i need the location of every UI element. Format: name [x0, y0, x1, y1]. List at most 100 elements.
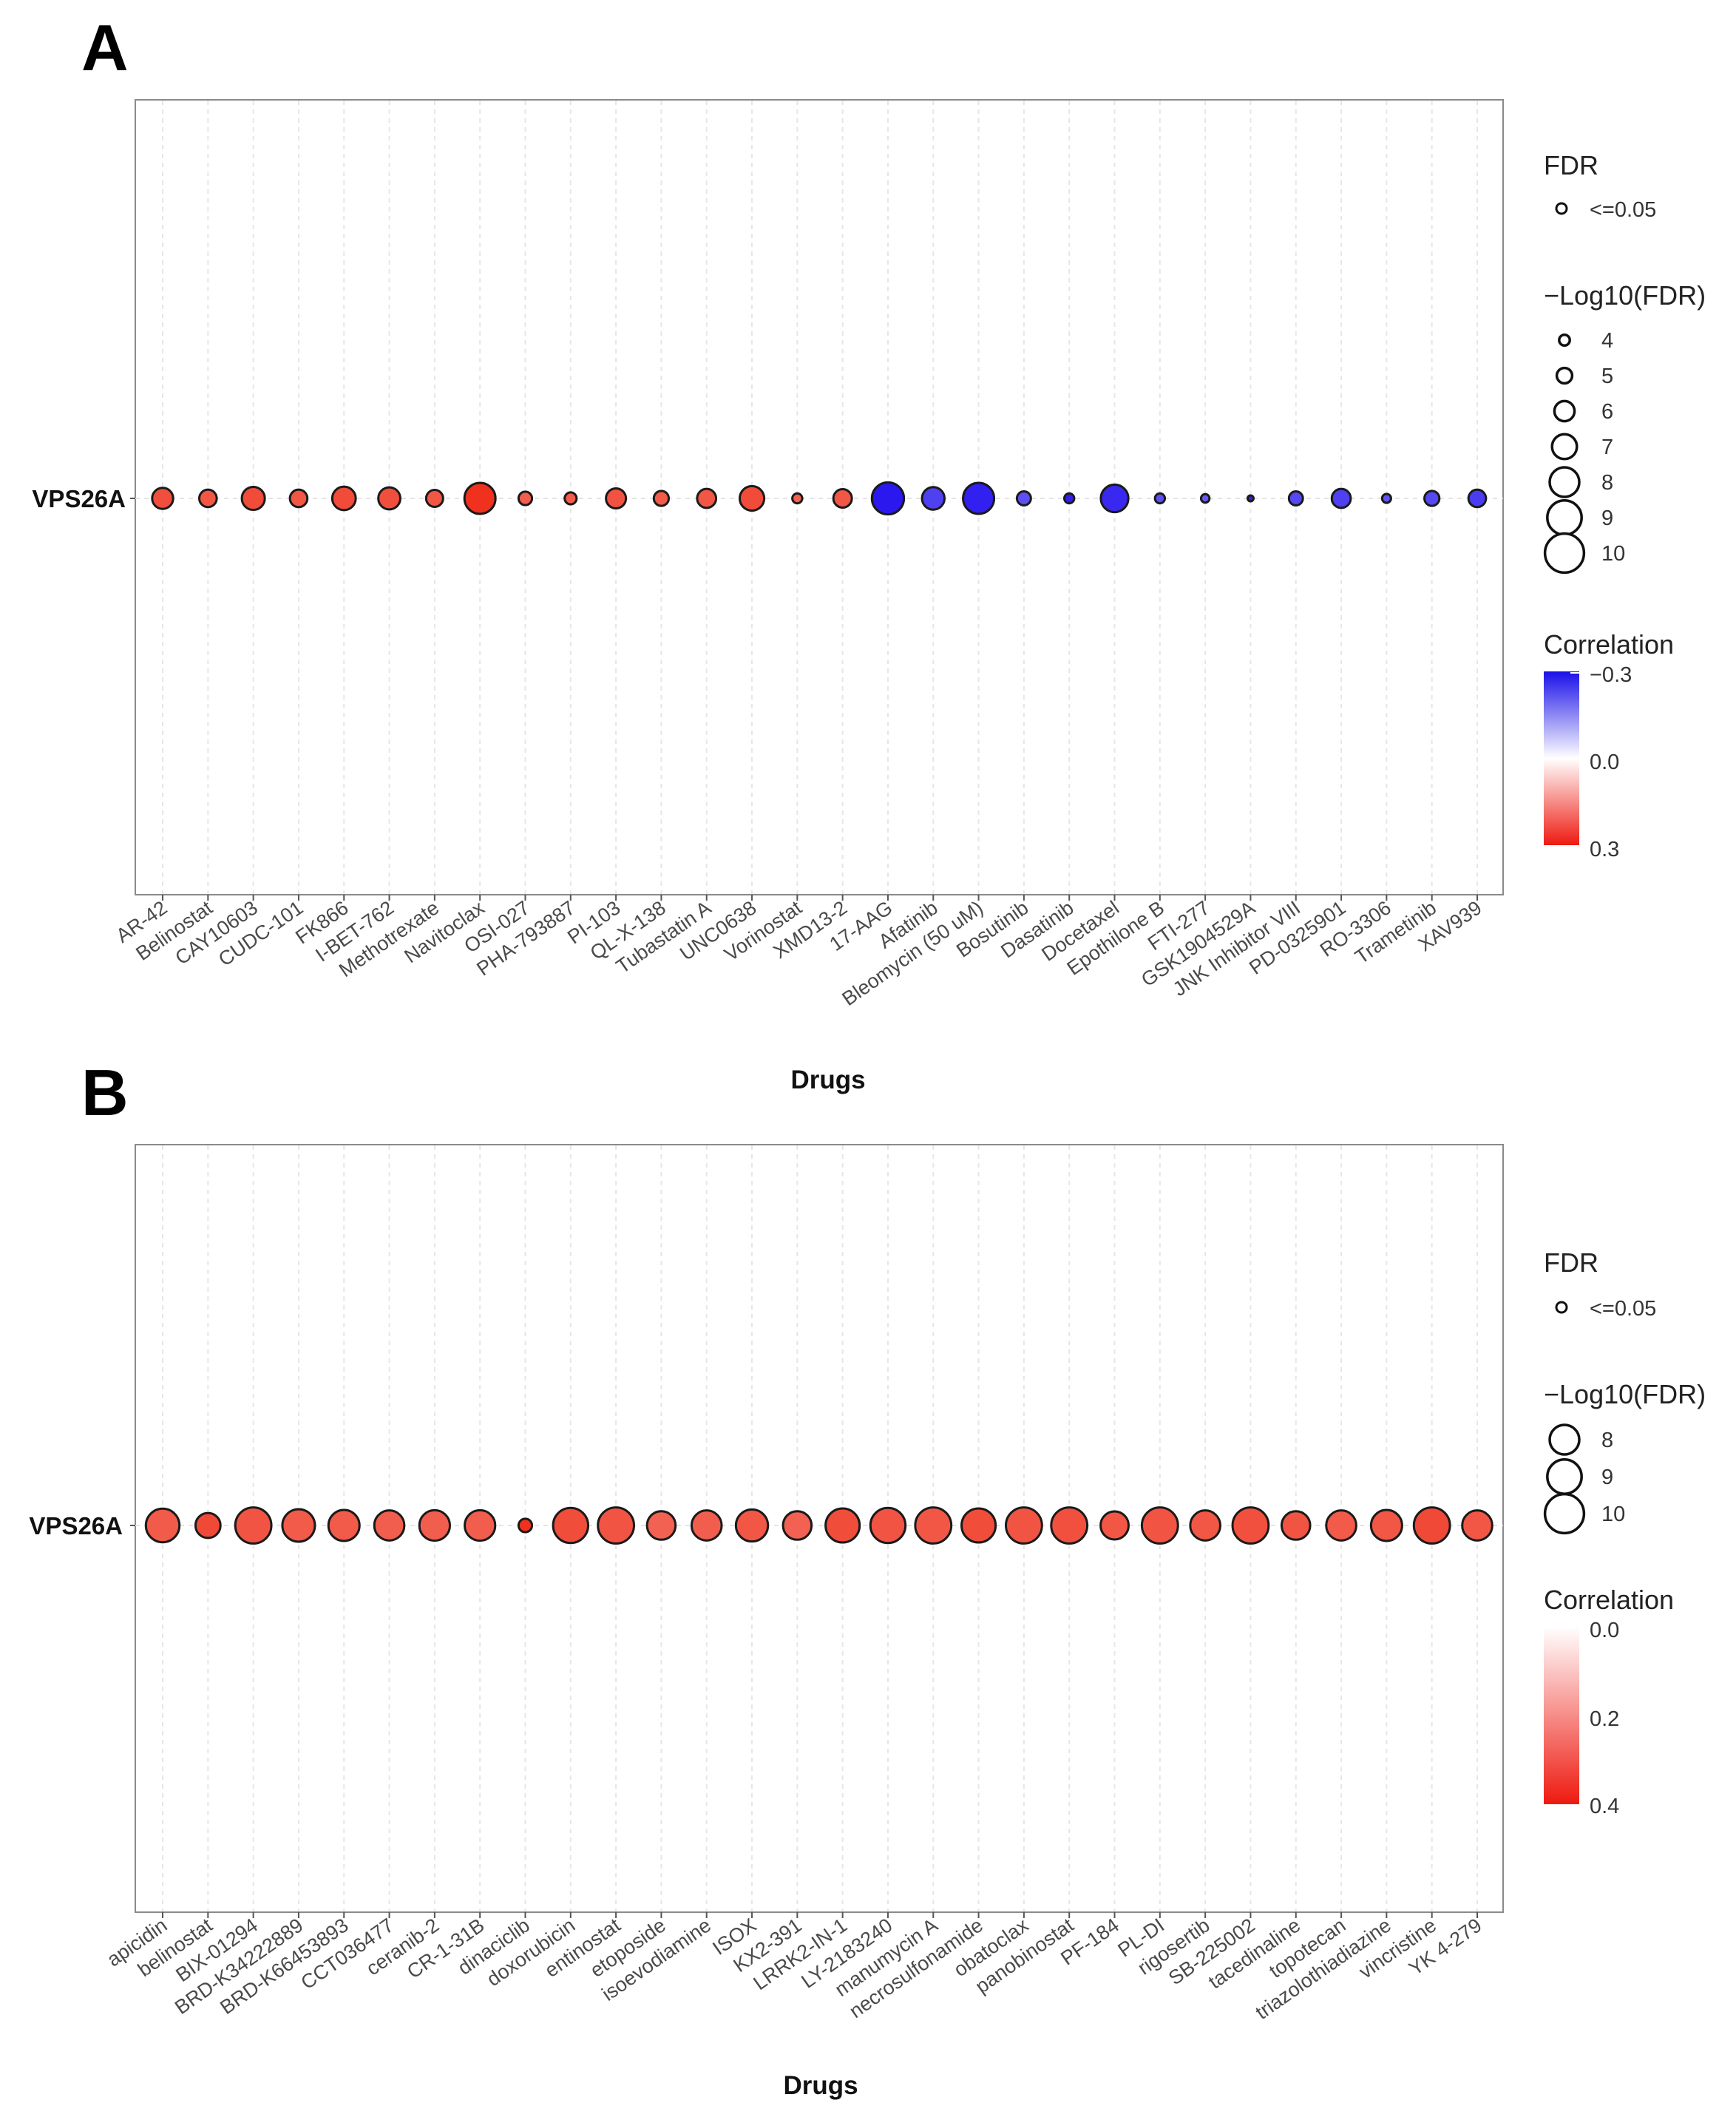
- panel-b-size-legend-key: [1546, 1458, 1583, 1495]
- panel-a-size-legend-label: 5: [1601, 365, 1613, 388]
- panel-a-letter: A: [81, 11, 129, 84]
- panel-b-letter: B: [81, 1056, 129, 1129]
- panel-a-size-legend-keys: 4 5 6 7 8 9 10: [1543, 329, 1625, 575]
- panel-b-point: [1325, 1509, 1357, 1542]
- panel-b-point: [1280, 1510, 1312, 1541]
- panel-a-point: [424, 489, 444, 508]
- panel-b-fdr-legend-key: [1555, 1301, 1568, 1314]
- panel-a-points: [151, 481, 1488, 516]
- panel-b-color-legend-title: Correlation: [1544, 1585, 1674, 1615]
- panel-a-point: [870, 481, 906, 516]
- panel-b-point: [1461, 1509, 1493, 1542]
- panel-b-size-legend-keys: 8 9 10: [1543, 1423, 1625, 1535]
- panel-a-size-legend-label: 8: [1601, 471, 1613, 495]
- panel-a-point: [1423, 490, 1441, 507]
- panel-b-point: [234, 1506, 273, 1545]
- panel-a-size-legend-label: 7: [1601, 436, 1613, 459]
- panel-b-point: [781, 1510, 813, 1541]
- panel-b-point: [1231, 1506, 1270, 1545]
- panel-b-point: [464, 1508, 497, 1542]
- panel-a-point: [151, 487, 174, 510]
- panel-b-point: [734, 1508, 770, 1543]
- panel-a-point: [738, 484, 766, 512]
- panel-a-size-legend-title: −Log10(FDR): [1544, 280, 1706, 311]
- panel-a-point: [463, 481, 497, 515]
- panel-b-fdr-legend-title: FDR: [1544, 1247, 1598, 1278]
- panel-a-point: [517, 490, 534, 507]
- panel-b-color-bar: [1544, 1627, 1579, 1804]
- panel-a-size-legend-label: 10: [1601, 542, 1625, 566]
- panel-b-point: [960, 1507, 997, 1544]
- panel-a-plot-border: [135, 99, 1504, 895]
- panel-b-point: [373, 1509, 406, 1542]
- panel-b-point: [1369, 1508, 1403, 1542]
- panel-b-size-legend-label: 9: [1601, 1466, 1613, 1489]
- panel-a-color-legend-title: Correlation: [1544, 629, 1674, 660]
- panel-b-point: [1004, 1506, 1043, 1545]
- panel-a-point: [288, 488, 309, 509]
- panel-a-point: [377, 486, 401, 511]
- panel-b-point: [418, 1508, 452, 1542]
- panel-a-point: [1287, 490, 1304, 507]
- panel-a-point: [962, 481, 996, 515]
- panel-b-color-label-bottom: 0.4: [1590, 1795, 1619, 1818]
- panel-b-point: [869, 1506, 907, 1545]
- panel-b-size-legend-label: 10: [1601, 1503, 1625, 1526]
- panel-b-color-label-top: 0.0: [1590, 1619, 1619, 1642]
- panel-b-point: [1189, 1509, 1221, 1542]
- panel-b-size-legend-label: 8: [1601, 1429, 1613, 1452]
- panel-a-fdr-legend-label: <=0.05: [1590, 198, 1656, 222]
- panel-a-color-label-top: −0.3: [1590, 663, 1632, 687]
- panel-a-plot: VPS26A AR-42BelinostatCAY10603CUDC-101FK…: [32, 99, 1504, 1094]
- panel-a-size-legend-key: [1555, 366, 1574, 385]
- panel-b-gene-label: VPS26A: [29, 1512, 123, 1540]
- panel-b-point: [1050, 1506, 1089, 1545]
- panel-a-point: [605, 487, 628, 510]
- panel-a-fdr-legend-key: [1555, 202, 1568, 215]
- panel-a-size-legend-key: [1548, 466, 1581, 498]
- panel-a-point: [240, 485, 266, 512]
- panel-b-point: [327, 1508, 361, 1542]
- panel-b-point: [517, 1517, 534, 1534]
- panel-a-point: [696, 487, 718, 509]
- panel-a-size-legend-label: 6: [1601, 400, 1613, 424]
- panel-a-size-legend-key: [1553, 399, 1576, 423]
- panel-a-color-label-mid: 0.0: [1590, 751, 1619, 774]
- panel-b-point: [824, 1507, 861, 1544]
- panel-b-plot-border: [135, 1144, 1504, 1913]
- panel-a-point: [1015, 490, 1032, 507]
- panel-a-size-legend-label: 9: [1601, 507, 1613, 530]
- panel-b-point: [1412, 1506, 1451, 1545]
- panel-b-point: [552, 1506, 590, 1545]
- panel-a-point: [563, 491, 578, 506]
- panel-b-point: [690, 1509, 723, 1542]
- panel-b-size-legend-key: [1543, 1492, 1586, 1535]
- panel-b-point: [1099, 1510, 1130, 1541]
- panel-b-x-ticks: apicidinbelinostatBIX-01294BRD-K34222889…: [103, 1912, 1485, 2024]
- panel-a-point: [920, 486, 946, 511]
- panel-b-points: [144, 1506, 1493, 1545]
- panel-b-size-legend-key: [1548, 1423, 1581, 1456]
- panel-a-fdr-legend-title: FDR: [1544, 150, 1598, 180]
- panel-a-point: [652, 490, 671, 507]
- panel-a-point: [1199, 492, 1211, 504]
- panel-b-plot: VPS26A apicidinbelinostatBIX-01294BRD-K3…: [29, 1144, 1504, 2100]
- panel-a-x-ticks: AR-42BelinostatCAY10603CUDC-101FK866I-BE…: [112, 895, 1485, 1010]
- panel-a-size-legend-key: [1546, 499, 1583, 536]
- panel-a-point: [1380, 492, 1392, 504]
- panel-a-size-legend-key: [1543, 532, 1586, 575]
- panel-a-point: [791, 492, 804, 505]
- panel-b-point: [281, 1508, 316, 1543]
- panel-b-point: [1140, 1506, 1179, 1545]
- panel-a-point: [330, 485, 357, 512]
- panel-b-fdr-legend-label: <=0.05: [1590, 1297, 1656, 1321]
- panel-b-point: [194, 1511, 222, 1540]
- panel-a-gene-label: VPS26A: [32, 485, 126, 512]
- panel-a-size-legend-key: [1558, 333, 1571, 347]
- panel-a-point: [1330, 487, 1352, 509]
- panel-a-legend: FDR <=0.05 −Log10(FDR) 4 5 6 7 8 9 10 Correlat…: [1543, 150, 1706, 861]
- panel-b-size-legend-title: −Log10(FDR): [1544, 1379, 1706, 1409]
- panel-b-point: [144, 1507, 181, 1544]
